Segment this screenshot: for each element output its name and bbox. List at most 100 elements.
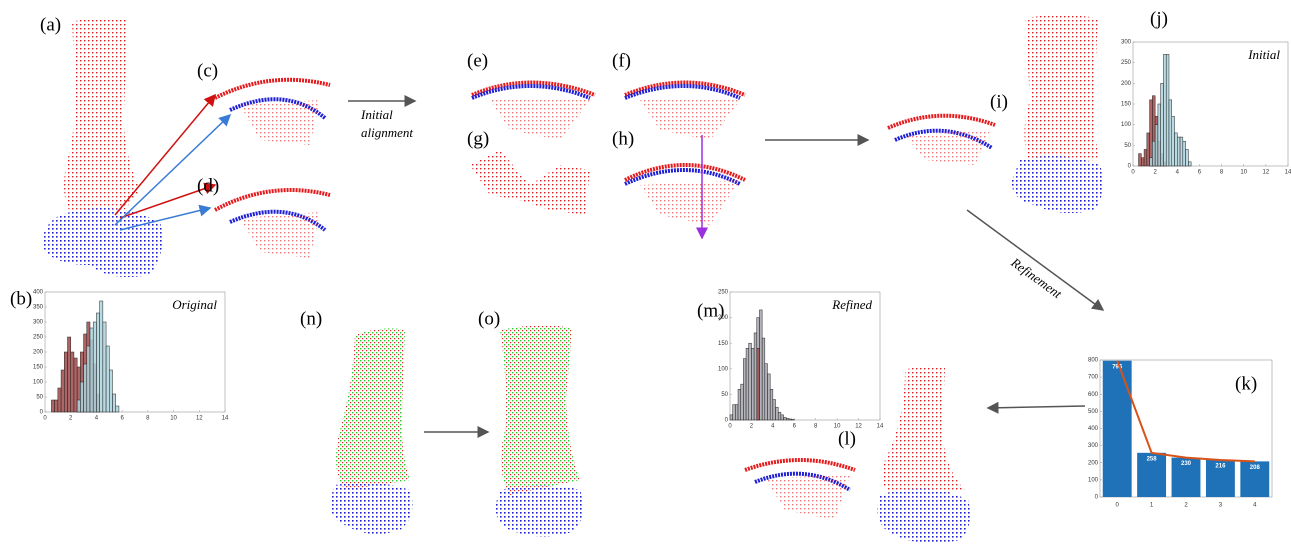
y-tick-label: 200 bbox=[1088, 460, 1099, 466]
y-tick-label: 400 bbox=[33, 290, 44, 296]
histogram-bar bbox=[786, 418, 789, 420]
y-tick-label: 250 bbox=[1121, 60, 1132, 66]
histogram-bar bbox=[51, 400, 54, 412]
histogram-bar bbox=[64, 352, 67, 412]
histogram-bar bbox=[96, 313, 99, 412]
x-tick-label: 2 bbox=[1153, 170, 1157, 176]
x-tick-label: 8 bbox=[1220, 170, 1224, 176]
histogram-bar bbox=[733, 405, 736, 420]
x-tick-label: 0 bbox=[43, 416, 47, 422]
y-tick-label: 400 bbox=[1088, 426, 1099, 432]
panel-label: (h) bbox=[612, 128, 634, 149]
y-tick-label: 350 bbox=[33, 305, 44, 311]
histogram-bar bbox=[93, 322, 96, 412]
x-tick-label: 10 bbox=[170, 416, 177, 422]
histogram-bar bbox=[749, 343, 752, 420]
histogram-bar bbox=[1177, 137, 1180, 166]
histogram-bar bbox=[1155, 125, 1158, 166]
x-tick-label: 10 bbox=[1240, 170, 1247, 176]
histogram-bar bbox=[741, 384, 744, 420]
x-tick-label: 0 bbox=[1131, 170, 1135, 176]
panel-label: (k) bbox=[1235, 373, 1257, 394]
value-label: 216 bbox=[1215, 464, 1226, 470]
panel-label: (c) bbox=[197, 60, 218, 81]
y-tick-label: 250 bbox=[718, 290, 729, 296]
panel-label: (b) bbox=[10, 288, 32, 309]
annotation: Initial bbox=[360, 107, 393, 122]
y-tick-label: 100 bbox=[33, 380, 44, 386]
histogram-bar bbox=[84, 364, 87, 412]
histogram-bar bbox=[109, 370, 112, 412]
x-tick-label: 2 bbox=[1184, 503, 1188, 509]
histogram-bar bbox=[776, 407, 779, 420]
y-tick-label: 200 bbox=[33, 350, 44, 356]
y-tick-label: 50 bbox=[1124, 143, 1131, 149]
panel-label: (d) bbox=[197, 175, 219, 196]
histogram-bar bbox=[58, 388, 61, 412]
y-tick-label: 100 bbox=[718, 366, 729, 372]
y-tick-label: 300 bbox=[33, 320, 44, 326]
histogram-bar bbox=[103, 322, 106, 412]
histogram-bar bbox=[1150, 158, 1153, 166]
y-tick-label: 200 bbox=[1121, 81, 1132, 87]
histogram-bar bbox=[770, 389, 773, 420]
histogram-bar bbox=[781, 415, 784, 420]
x-tick-label: 3 bbox=[1219, 503, 1223, 509]
y-tick-label: 500 bbox=[1088, 409, 1099, 415]
histogram-bar bbox=[735, 405, 738, 420]
value-label: 208 bbox=[1250, 465, 1261, 471]
histogram-bar bbox=[762, 338, 765, 420]
histogram-bar bbox=[751, 348, 754, 420]
histogram-bar bbox=[746, 348, 749, 420]
y-tick-label: 150 bbox=[1121, 102, 1132, 108]
x-tick-label: 0 bbox=[728, 424, 732, 430]
histogram-bar bbox=[71, 352, 74, 412]
point-clouds bbox=[42, 15, 1103, 543]
histogram-bar bbox=[730, 415, 733, 420]
histogram-bar bbox=[61, 370, 64, 412]
value-label: 230 bbox=[1181, 461, 1192, 467]
x-tick-label: 14 bbox=[877, 424, 884, 430]
bar bbox=[1103, 361, 1132, 497]
histogram-bar bbox=[80, 382, 83, 412]
histogram-bar bbox=[792, 419, 795, 420]
histogram-bar bbox=[768, 374, 771, 420]
panel-label: (i) bbox=[990, 91, 1008, 112]
histogram-bar bbox=[789, 419, 792, 420]
panel-label: (f) bbox=[612, 50, 631, 71]
x-tick-label: 4 bbox=[1176, 170, 1180, 176]
x-tick-label: 4 bbox=[95, 416, 99, 422]
histogram-bar bbox=[106, 346, 109, 412]
histogram-bar bbox=[87, 346, 90, 412]
histogram-bar bbox=[90, 328, 93, 412]
histogram-bar bbox=[1180, 137, 1183, 166]
x-tick-label: 4 bbox=[771, 424, 775, 430]
y-tick-label: 300 bbox=[1121, 40, 1132, 46]
histogram-bar bbox=[68, 337, 71, 412]
histogram-bar bbox=[773, 400, 776, 420]
y-tick-label: 250 bbox=[33, 335, 44, 341]
histogram-bar bbox=[765, 364, 768, 420]
x-tick-label: 0 bbox=[1116, 503, 1120, 509]
panel-label: (j) bbox=[1150, 8, 1168, 29]
histogram-bar bbox=[1188, 162, 1191, 166]
y-tick-label: 0 bbox=[1095, 495, 1099, 501]
panel-label: (n) bbox=[300, 308, 322, 329]
y-tick-label: 150 bbox=[33, 365, 44, 371]
histogram-bar bbox=[1152, 141, 1155, 166]
histogram-bar bbox=[738, 389, 741, 420]
histogram-bar bbox=[77, 400, 80, 412]
histogram-bar bbox=[116, 406, 119, 412]
histogram-bar bbox=[1169, 100, 1172, 166]
histogram-bar bbox=[759, 310, 762, 420]
panel-label: (g) bbox=[467, 128, 489, 149]
histogram-bar bbox=[100, 301, 103, 412]
histogram-bar bbox=[1186, 149, 1189, 166]
y-tick-label: 600 bbox=[1088, 392, 1099, 398]
histogram-bar bbox=[757, 348, 760, 420]
y-tick-label: 700 bbox=[1088, 375, 1099, 381]
y-tick-label: 800 bbox=[1088, 358, 1099, 364]
y-tick-label: 100 bbox=[1088, 477, 1099, 483]
histogram-bar bbox=[1147, 133, 1150, 166]
value-label: 258 bbox=[1147, 456, 1158, 462]
